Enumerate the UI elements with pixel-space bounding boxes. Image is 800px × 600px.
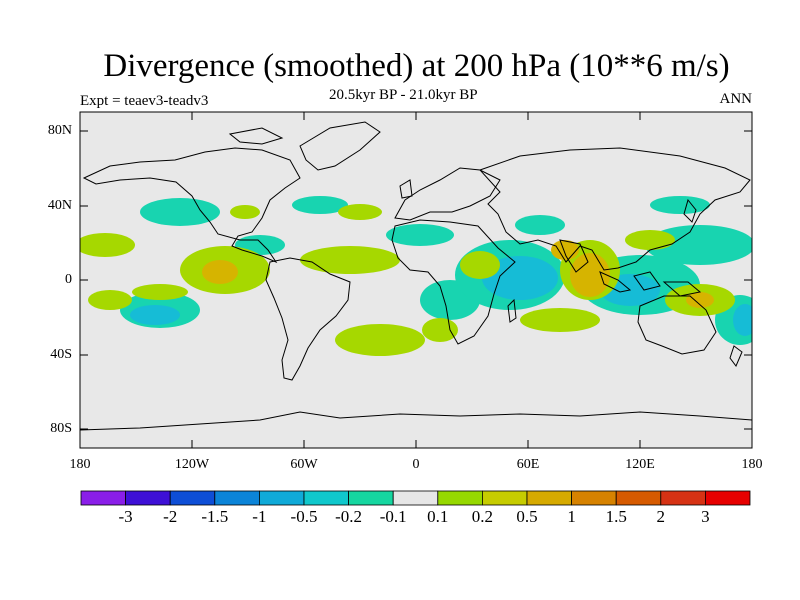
colorbar-label: -3 bbox=[118, 507, 133, 526]
period-label: 20.5kyr BP - 21.0kyr BP bbox=[329, 87, 478, 103]
lon-label-0: 0 bbox=[412, 457, 420, 472]
colorbar-swatch bbox=[437, 490, 483, 506]
colorbar-swatch bbox=[214, 490, 260, 506]
colorbar-label: 0.1 bbox=[427, 507, 449, 526]
lat-label-80n: 80N bbox=[47, 123, 72, 138]
colorbar-label: -2 bbox=[163, 507, 178, 526]
divergence-field bbox=[80, 196, 752, 356]
colorbar-swatch bbox=[660, 490, 706, 506]
colorbar-label: -1.5 bbox=[201, 507, 229, 526]
colorbar-swatch bbox=[303, 490, 349, 506]
lon-label-120w: 120W bbox=[174, 457, 210, 472]
colorbar-label: -0.5 bbox=[290, 507, 318, 526]
colorbar-swatch bbox=[705, 490, 751, 506]
lon-label-120e: 120E bbox=[625, 457, 655, 472]
colorbar-swatch bbox=[348, 490, 394, 506]
colorbar-swatch bbox=[571, 490, 617, 506]
colorbar-label: 1.5 bbox=[605, 507, 627, 526]
colorbar-label: 1 bbox=[567, 507, 576, 526]
coastlines bbox=[80, 121, 752, 431]
lat-label-80s: 80S bbox=[50, 421, 72, 436]
colorbar-swatch bbox=[481, 490, 528, 506]
colorbar-swatch bbox=[169, 490, 216, 506]
lon-label-60w: 60W bbox=[290, 457, 318, 472]
colorbar bbox=[80, 490, 751, 506]
colorbar-label: 2 bbox=[656, 507, 666, 526]
lat-label-40n: 40N bbox=[47, 198, 72, 213]
colorbar-swatch bbox=[80, 490, 126, 506]
colorbar-label: 3 bbox=[701, 507, 710, 526]
colorbar-swatch bbox=[615, 490, 662, 506]
axis-ticks bbox=[80, 112, 752, 448]
plot-title: Divergence (smoothed) at 200 hPa (10**6 … bbox=[103, 48, 730, 84]
lon-label-180w: 180 bbox=[69, 457, 91, 472]
lon-label-60e: 60E bbox=[516, 457, 540, 472]
season-label: ANN bbox=[719, 91, 753, 107]
lat-label-0: 0 bbox=[65, 272, 72, 287]
colorbar-label: -0.2 bbox=[335, 507, 363, 526]
colorbar-swatch bbox=[125, 490, 171, 506]
colorbar-label: 0.5 bbox=[516, 507, 538, 526]
experiment-label: Expt = teaev3-teadv3 bbox=[80, 93, 209, 109]
colorbar-swatch bbox=[392, 490, 439, 506]
colorbar-swatch bbox=[258, 490, 305, 506]
lat-label-40s: 40S bbox=[50, 347, 72, 362]
colorbar-label: 0.2 bbox=[471, 507, 494, 526]
lon-label-180e: 180 bbox=[741, 457, 763, 472]
colorbar-swatch bbox=[526, 490, 572, 506]
colorbar-label: -1 bbox=[252, 507, 267, 526]
colorbar-label: -0.1 bbox=[379, 507, 407, 526]
